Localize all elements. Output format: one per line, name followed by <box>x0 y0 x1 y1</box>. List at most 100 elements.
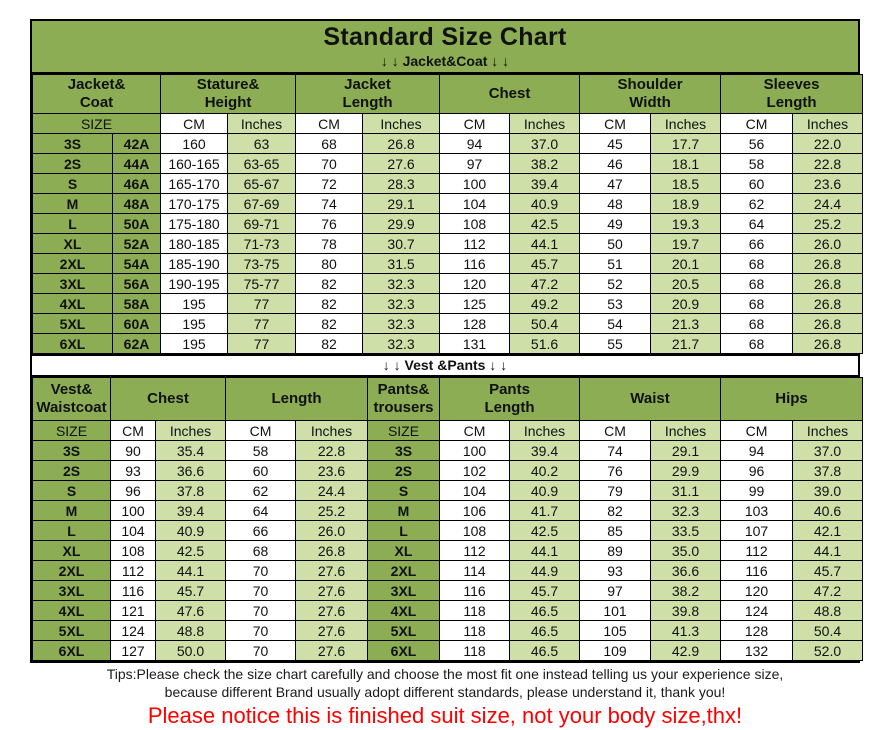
subheader-cm: CM <box>110 420 156 441</box>
value-cell: 112 <box>439 540 510 561</box>
size-label-cell: 52A <box>111 233 162 254</box>
value-cell: 39.8 <box>649 600 722 621</box>
size-label-cell: L <box>367 520 440 541</box>
value-cell: 70 <box>225 580 296 601</box>
size-chart: Standard Size Chart ↓ ↓ Jacket&Coat ↓ ↓ … <box>30 19 864 663</box>
subheader-size: SIZE <box>31 113 162 134</box>
value-cell: 121 <box>110 600 156 621</box>
value-cell: 29.1 <box>362 193 441 214</box>
value-cell: 37.8 <box>155 480 226 501</box>
value-cell: 21.3 <box>650 313 722 334</box>
value-cell: 29.9 <box>649 460 722 481</box>
value-cell: 46.5 <box>509 600 580 621</box>
value-cell: 25.2 <box>295 500 368 521</box>
value-cell: 195 <box>160 293 229 314</box>
size-label-cell: 60A <box>111 313 162 334</box>
value-cell: 44.1 <box>509 540 580 561</box>
value-cell: 116 <box>439 253 511 274</box>
size-label-cell: S <box>32 480 111 501</box>
value-cell: 37.0 <box>792 440 864 461</box>
value-cell: 112 <box>720 540 794 561</box>
value-cell: 93 <box>110 460 156 481</box>
value-cell: 132 <box>720 640 794 661</box>
size-row: M 100 39.4 64 25.2 M 106 41.7 82 32.3 103 40.6 <box>32 500 864 521</box>
value-cell: 63-65 <box>227 153 297 174</box>
value-cell: 18.5 <box>650 173 722 194</box>
value-cell: 38.2 <box>509 153 581 174</box>
value-cell: 68 <box>720 253 794 274</box>
value-cell: 120 <box>720 580 794 601</box>
value-cell: 41.3 <box>649 620 722 641</box>
value-cell: 77 <box>227 293 297 314</box>
value-cell: 79 <box>579 480 651 501</box>
value-cell: 94 <box>439 133 511 154</box>
value-cell: 112 <box>110 560 156 581</box>
value-cell: 100 <box>439 440 510 461</box>
size-row: 6XL 62A 195 77 82 32.3 131 51.6 55 21.7 68 26.8 <box>32 333 864 354</box>
size-row: L 104 40.9 66 26.0 L 108 42.5 85 33.5 107 42.1 <box>32 520 864 541</box>
group-header-chest: Chest <box>439 74 581 114</box>
value-cell: 27.6 <box>295 560 368 581</box>
value-cell: 118 <box>439 640 510 661</box>
value-cell: 46.5 <box>509 640 580 661</box>
value-cell: 67-69 <box>227 193 297 214</box>
value-cell: 68 <box>720 293 794 314</box>
size-label-cell: 2XL <box>367 560 440 581</box>
group-header-row: Vest& Waistcoat Chest Length Pants& trou… <box>32 377 864 421</box>
size-row: 5XL 124 48.8 70 27.6 5XL 118 46.5 105 41.3 128 50.4 <box>32 620 864 641</box>
value-cell: 70 <box>225 640 296 661</box>
value-cell: 22.8 <box>295 440 368 461</box>
value-cell: 68 <box>225 540 296 561</box>
size-label-cell: 2S <box>32 153 113 174</box>
page-title: Standard Size Chart <box>323 23 567 51</box>
value-cell: 85 <box>579 520 651 541</box>
group-header-jacket-length: Jacket Length <box>295 74 441 114</box>
size-label-cell: 56A <box>111 273 162 294</box>
value-cell: 72 <box>295 173 364 194</box>
value-cell: 93 <box>579 560 651 581</box>
value-cell: 75-77 <box>227 273 297 294</box>
value-cell: 44.1 <box>509 233 581 254</box>
value-cell: 25.2 <box>792 213 864 234</box>
value-cell: 47 <box>579 173 652 194</box>
vest-pants-band: ↓ ↓ Vest &Pants ↓ ↓ <box>32 354 858 377</box>
size-label-cell: 6XL <box>367 640 440 661</box>
group-header-pants-trousers: Pants& trousers <box>367 377 440 421</box>
value-cell: 131 <box>439 333 511 354</box>
size-label-cell: 44A <box>111 153 162 174</box>
subheader-size: SIZE <box>32 420 111 441</box>
value-cell: 50.4 <box>509 313 581 334</box>
subheader-inches: Inches <box>295 420 368 441</box>
value-cell: 39.4 <box>155 500 226 521</box>
value-cell: 40.2 <box>509 460 580 481</box>
value-cell: 18.9 <box>650 193 722 214</box>
value-cell: 26.0 <box>792 233 864 254</box>
value-cell: 32.3 <box>362 273 441 294</box>
size-label-cell: 4XL <box>32 293 113 314</box>
subheader-inches: Inches <box>155 420 226 441</box>
value-cell: 47.6 <box>155 600 226 621</box>
value-cell: 50 <box>579 233 652 254</box>
value-cell: 33.5 <box>649 520 722 541</box>
group-header-jacket-coat: Jacket& Coat <box>31 74 162 114</box>
value-cell: 165-170 <box>160 173 229 194</box>
subheader-inches: Inches <box>650 113 722 134</box>
value-cell: 70 <box>225 560 296 581</box>
value-cell: 44.1 <box>155 560 226 581</box>
value-cell: 70 <box>295 153 364 174</box>
vest-section-label: ↓ ↓ Vest &Pants ↓ ↓ <box>382 357 508 373</box>
value-cell: 50.4 <box>792 620 864 641</box>
size-label-cell: 4XL <box>367 600 440 621</box>
value-cell: 51.6 <box>509 333 581 354</box>
value-cell: 26.8 <box>792 253 864 274</box>
value-cell: 20.5 <box>650 273 722 294</box>
value-cell: 45.7 <box>792 560 864 581</box>
value-cell: 26.8 <box>792 313 864 334</box>
subheader-inches: Inches <box>792 113 864 134</box>
size-label-cell: XL <box>367 540 440 561</box>
value-cell: 47.2 <box>509 273 581 294</box>
value-cell: 20.9 <box>650 293 722 314</box>
group-header-chest: Chest <box>110 377 226 421</box>
value-cell: 22.8 <box>792 153 864 174</box>
